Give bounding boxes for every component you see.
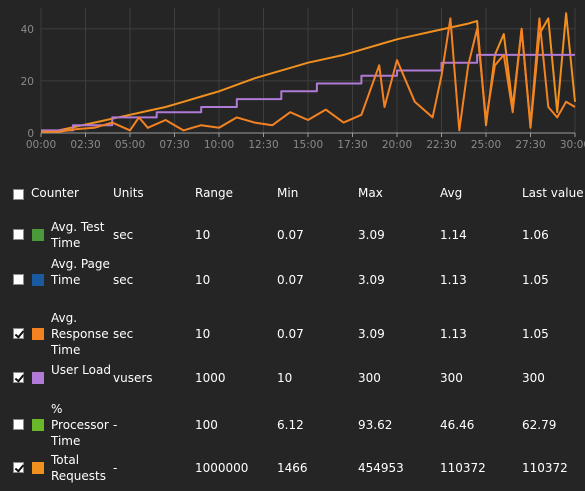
x-tick-label: 05:00 [115,139,145,151]
x-tick-label: 12:30 [248,139,278,151]
series-color-swatch[interactable] [32,229,44,241]
cell-avg: 1.13 [440,273,467,287]
series-line-avg-response-time [41,17,576,133]
cell-last: 110372 [522,461,568,475]
cell-last: 300 [522,371,545,385]
header-last-value: Last value [522,186,584,200]
y-tick-label: 40 [21,24,34,36]
x-tick-label: 07:30 [159,139,189,151]
cell-avg: 1.14 [440,228,467,242]
cell-avg: 300 [440,371,463,385]
cell-max: 3.09 [358,273,385,287]
x-tick-label: 25:00 [471,139,501,151]
cell-units: sec [113,327,134,341]
x-tick-label: 27:30 [515,139,545,151]
counter-row[interactable]: Avg. Page Time sec 10 0.07 3.09 1.13 1.05 [0,254,585,306]
counter-row[interactable]: Total Requests - 1000000 1466 454953 110372 11… [0,452,585,484]
cell-max: 3.09 [358,327,385,341]
cell-max: 454953 [358,461,404,475]
x-tick-label: 00:00 [26,139,56,151]
cell-last: 1.05 [522,273,549,287]
chart-svg: 0 20 40 00:00 02:30 05:00 07:30 10:00 12:30 15:00… [21,8,585,151]
x-tick-label: 20:00 [382,139,412,151]
cell-last: 62.79 [522,418,557,432]
cell-range: 100 [195,418,218,432]
header-units: Units [113,186,144,200]
cell-units: vusers [113,371,153,385]
counter-checkbox[interactable] [13,229,24,240]
y-tick-label: 0 [27,128,34,140]
x-tick-label: 22:30 [426,139,456,151]
select-all-checkbox[interactable] [13,189,24,200]
counter-checkbox[interactable] [13,328,24,339]
header-min: Min [277,186,299,200]
y-tick-label: 20 [21,76,34,88]
x-tick-label: 10:00 [204,139,234,151]
counter-name: Total Requests [51,453,106,483]
cell-min: 6.12 [277,418,304,432]
counter-row[interactable]: % Processor Time - 100 6.12 93.62 46.46 62.79 [0,400,585,450]
header-max: Max [358,186,383,200]
x-tick-label: 30:00 [560,139,585,151]
counter-row[interactable]: User Load vusers 1000 10 300 300 300 [0,362,585,394]
cell-max: 93.62 [358,418,393,432]
cell-units: - [113,461,118,475]
counter-checkbox[interactable] [13,372,24,383]
cell-range: 10 [195,327,211,341]
counter-name: Avg. Test Time [51,220,105,250]
counter-name: Avg. Response Time [51,311,109,357]
cell-range: 10 [195,228,211,242]
cell-max: 3.09 [358,228,385,242]
series-color-swatch[interactable] [32,419,44,431]
x-tick-label: 02:30 [70,139,100,151]
cell-range: 1000 [195,371,226,385]
cell-max: 300 [358,371,381,385]
cell-avg: 46.46 [440,418,475,432]
header-range: Range [195,186,234,200]
counter-checkbox[interactable] [13,462,24,473]
cell-avg: 1.13 [440,327,467,341]
series-color-swatch[interactable] [32,274,44,286]
counter-name: User Load [51,363,111,377]
series-color-swatch[interactable] [32,328,44,340]
cell-min: 1466 [277,461,308,475]
counter-checkbox[interactable] [13,274,24,285]
cell-min: 10 [277,371,293,385]
header-counter: Counter [31,186,79,200]
cell-avg: 110372 [440,461,486,475]
cell-units: sec [113,228,134,242]
header-avg: Avg [440,186,463,200]
counter-name: % Processor Time [51,402,109,448]
counter-checkbox[interactable] [13,419,24,430]
cell-min: 0.07 [277,273,304,287]
x-tick-label: 15:00 [293,139,323,151]
counter-row[interactable]: Avg. Test Time sec 10 0.07 3.09 1.14 1.06 [0,218,585,252]
series-color-swatch[interactable] [32,462,44,474]
cell-last: 1.06 [522,228,549,242]
cell-min: 0.07 [277,327,304,341]
counter-row[interactable]: Avg. Response Time sec 10 0.07 3.09 1.13 1.05 [0,308,585,360]
cell-range: 10 [195,273,211,287]
cell-min: 0.07 [277,228,304,242]
performance-chart: 0 20 40 00:00 02:30 05:00 07:30 10:00 12:30 15:00… [0,0,585,160]
series-color-swatch[interactable] [32,372,44,384]
cell-units: sec [113,273,134,287]
cell-last: 1.05 [522,327,549,341]
cell-range: 1000000 [195,461,249,475]
cell-units: - [113,418,118,432]
x-tick-label: 17:30 [337,139,367,151]
counter-name: Avg. Page Time [51,257,110,287]
